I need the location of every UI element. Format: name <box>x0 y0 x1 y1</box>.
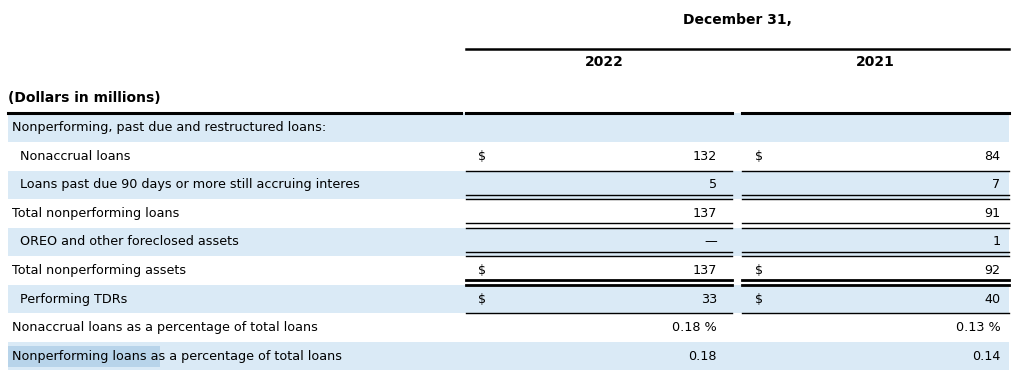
Text: Nonaccrual loans: Nonaccrual loans <box>12 150 131 163</box>
Bar <box>8 313 1009 342</box>
Text: Total nonperforming loans: Total nonperforming loans <box>12 207 179 220</box>
Text: 137: 137 <box>692 264 717 277</box>
Text: (Dollars in millions): (Dollars in millions) <box>8 91 161 105</box>
Text: Nonaccrual loans as a percentage of total loans: Nonaccrual loans as a percentage of tota… <box>12 321 318 334</box>
Text: 137: 137 <box>692 207 717 220</box>
Bar <box>8 345 160 367</box>
Text: $: $ <box>478 264 486 277</box>
Text: 92: 92 <box>984 264 1000 277</box>
Text: 91: 91 <box>984 207 1000 220</box>
Text: 33: 33 <box>700 293 717 305</box>
Text: 1: 1 <box>992 235 1000 248</box>
Text: $: $ <box>755 293 763 305</box>
Text: 0.13 %: 0.13 % <box>955 321 1000 334</box>
Text: Total nonperforming assets: Total nonperforming assets <box>12 264 186 277</box>
Text: December 31,: December 31, <box>683 13 792 27</box>
Text: 132: 132 <box>692 150 717 163</box>
Text: 0.18 %: 0.18 % <box>672 321 717 334</box>
Text: 0.14: 0.14 <box>972 350 1000 363</box>
Text: Nonperforming, past due and restructured loans:: Nonperforming, past due and restructured… <box>12 121 327 134</box>
Text: 40: 40 <box>984 293 1000 305</box>
Bar <box>8 113 1009 142</box>
Text: 0.18: 0.18 <box>688 350 717 363</box>
Bar <box>8 170 1009 199</box>
Text: $: $ <box>478 150 486 163</box>
Text: Nonperforming loans as a percentage of total loans: Nonperforming loans as a percentage of t… <box>12 350 342 363</box>
Text: —: — <box>705 235 717 248</box>
Bar <box>8 256 1009 285</box>
Text: 2022: 2022 <box>585 55 624 69</box>
Text: $: $ <box>755 264 763 277</box>
Text: 7: 7 <box>992 178 1000 191</box>
Bar <box>8 142 1009 170</box>
Text: 84: 84 <box>984 150 1000 163</box>
Text: OREO and other foreclosed assets: OREO and other foreclosed assets <box>12 235 240 248</box>
Text: $: $ <box>478 293 486 305</box>
Text: 5: 5 <box>709 178 717 191</box>
Text: 2021: 2021 <box>856 55 895 69</box>
Bar <box>8 199 1009 228</box>
Text: $: $ <box>755 150 763 163</box>
Bar <box>8 228 1009 256</box>
Bar <box>8 285 1009 313</box>
Bar <box>8 342 1009 370</box>
Text: Performing TDRs: Performing TDRs <box>12 293 128 305</box>
Text: Loans past due 90 days or more still accruing interes: Loans past due 90 days or more still acc… <box>12 178 360 191</box>
